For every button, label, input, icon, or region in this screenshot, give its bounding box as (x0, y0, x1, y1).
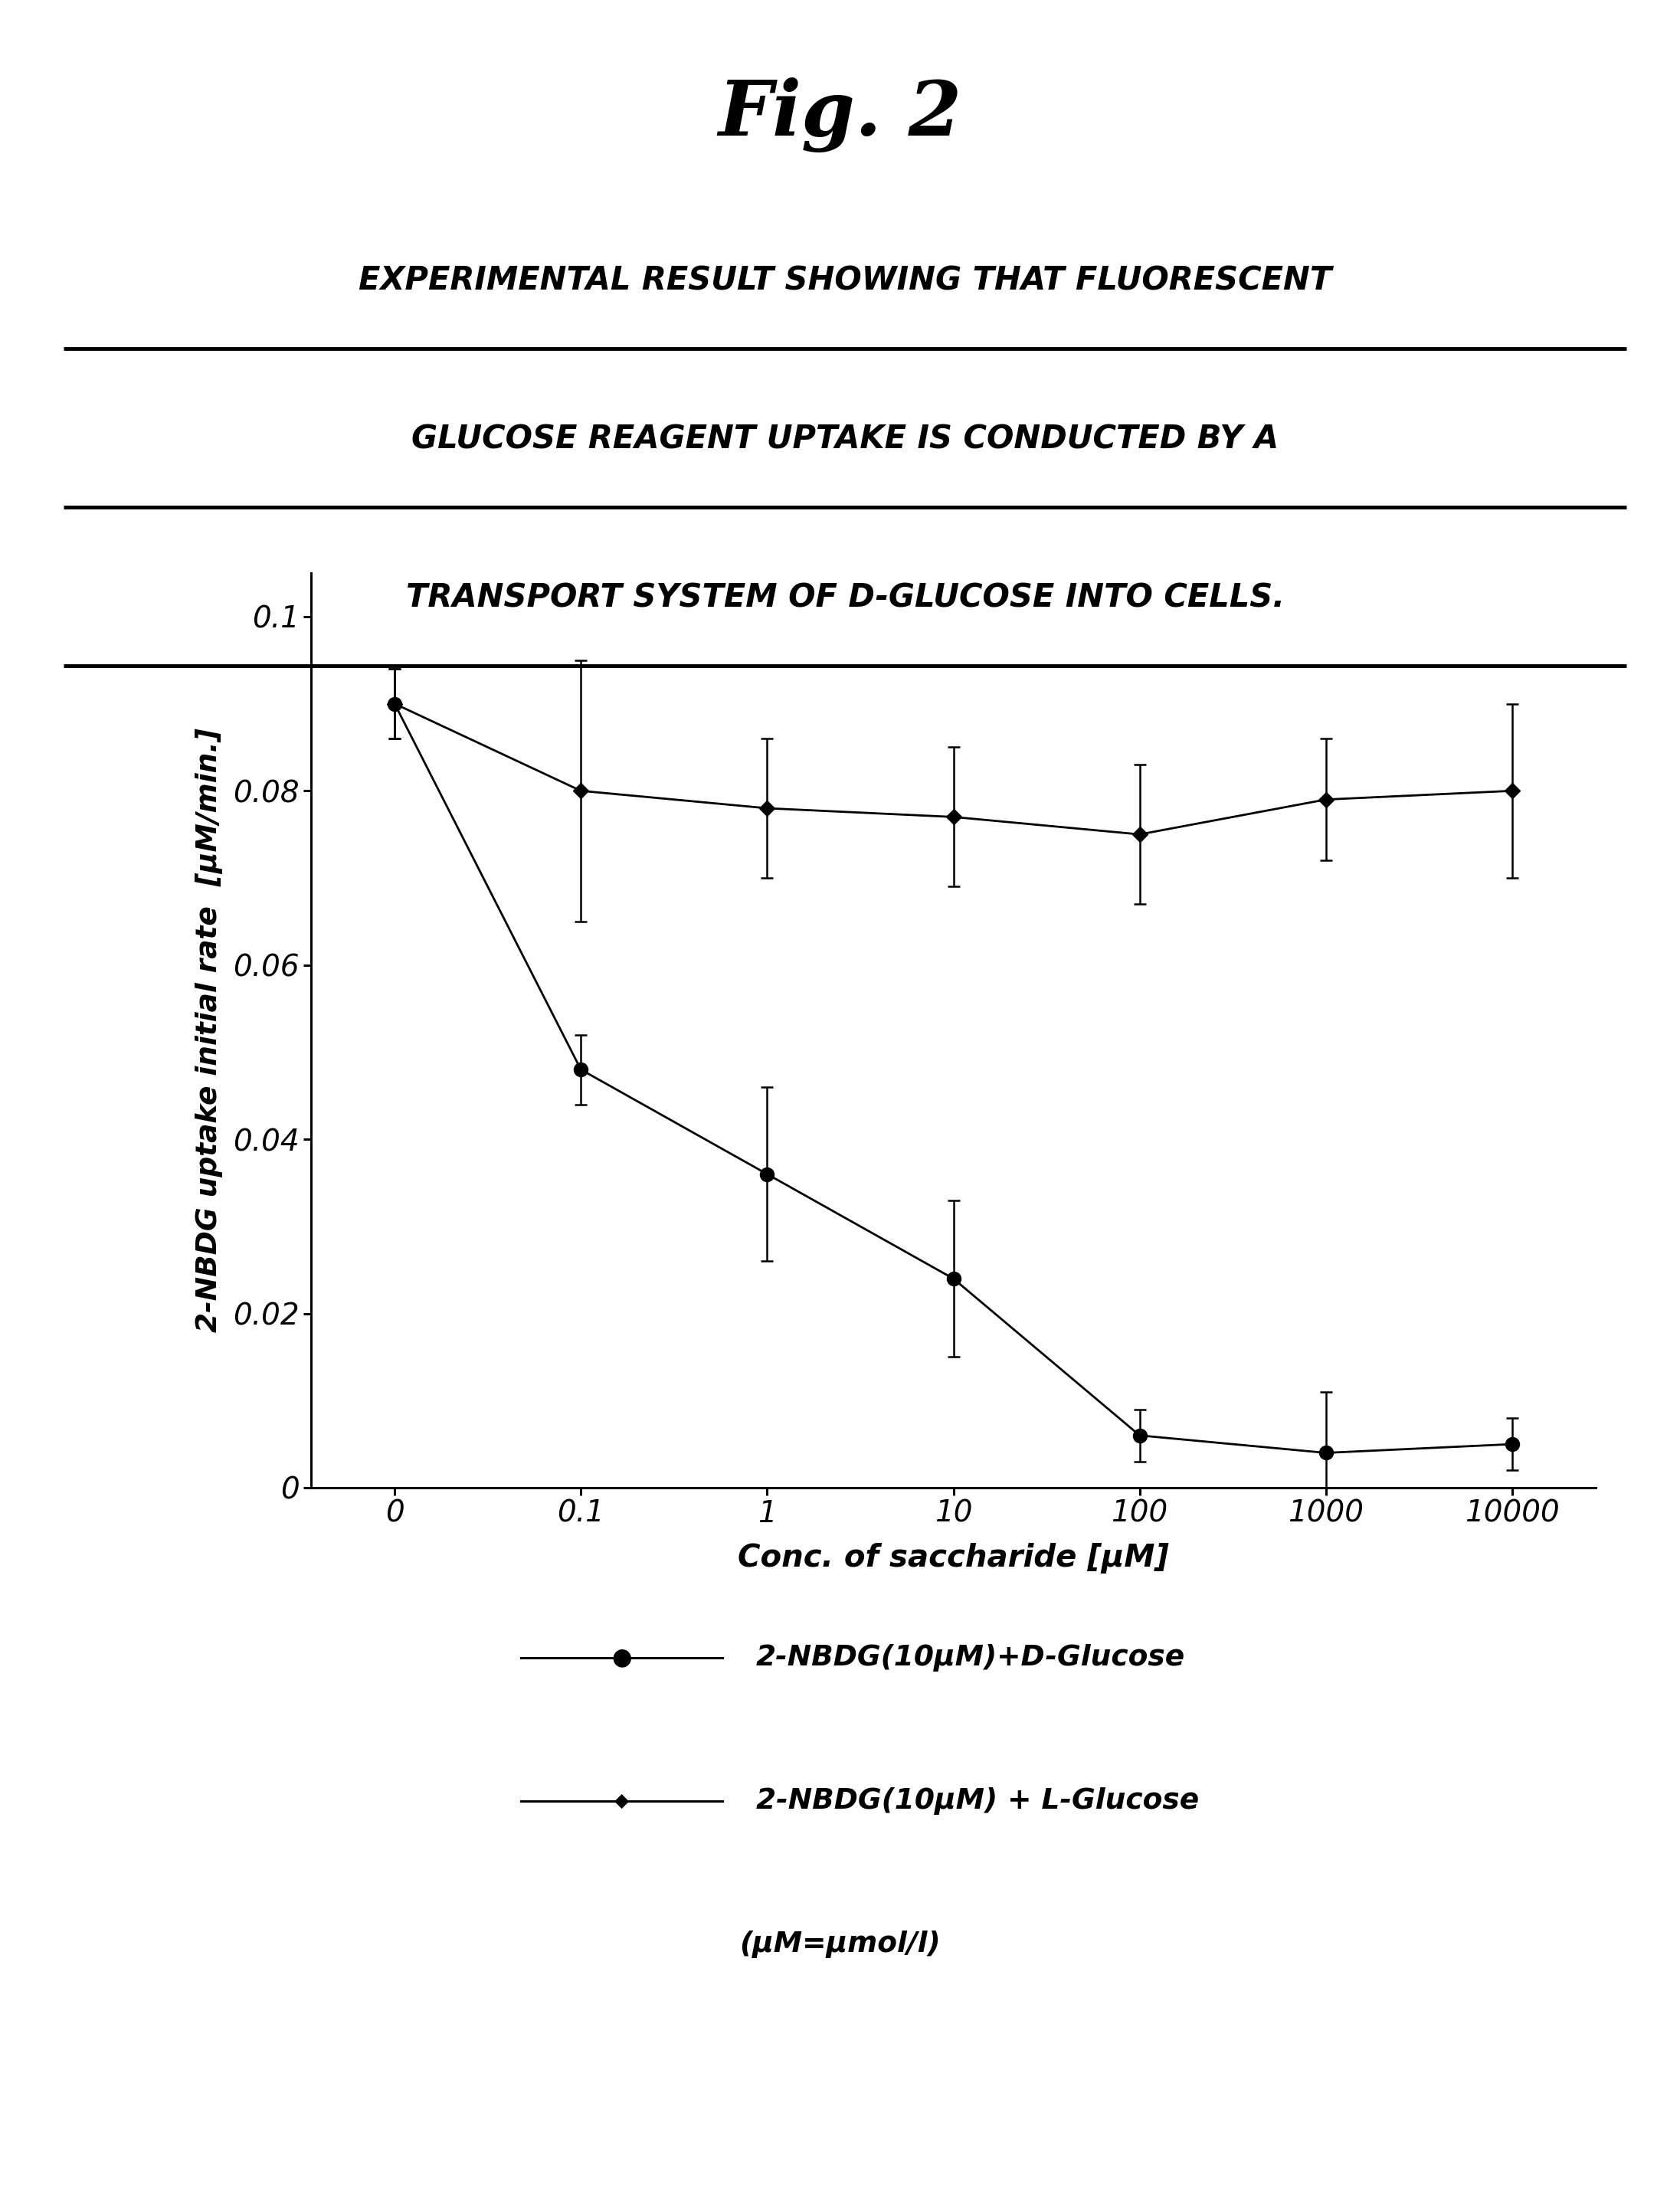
Text: TRANSPORT SYSTEM OF D-GLUCOSE INTO CELLS.: TRANSPORT SYSTEM OF D-GLUCOSE INTO CELLS… (405, 582, 1285, 615)
Text: 2-NBDG(10μM) + L-Glucose: 2-NBDG(10μM) + L-Glucose (756, 1787, 1200, 1814)
Text: EXPERIMENTAL RESULT SHOWING THAT FLUORESCENT: EXPERIMENTAL RESULT SHOWING THAT FLUORES… (358, 264, 1332, 298)
Y-axis label: 2-NBDG uptake initial rate  [μM/min.]: 2-NBDG uptake initial rate [μM/min.] (195, 727, 223, 1333)
Text: Fig. 2: Fig. 2 (717, 77, 963, 152)
Text: ●: ● (612, 1646, 632, 1668)
Text: GLUCOSE REAGENT UPTAKE IS CONDUCTED BY A: GLUCOSE REAGENT UPTAKE IS CONDUCTED BY A (412, 423, 1278, 456)
Text: (μM=μmol/l): (μM=μmol/l) (739, 1931, 941, 1957)
Text: 2-NBDG(10μM)+D-Glucose: 2-NBDG(10μM)+D-Glucose (756, 1644, 1184, 1671)
Text: ◆: ◆ (615, 1792, 628, 1809)
X-axis label: Conc. of saccharide [μM]: Conc. of saccharide [μM] (738, 1543, 1169, 1574)
